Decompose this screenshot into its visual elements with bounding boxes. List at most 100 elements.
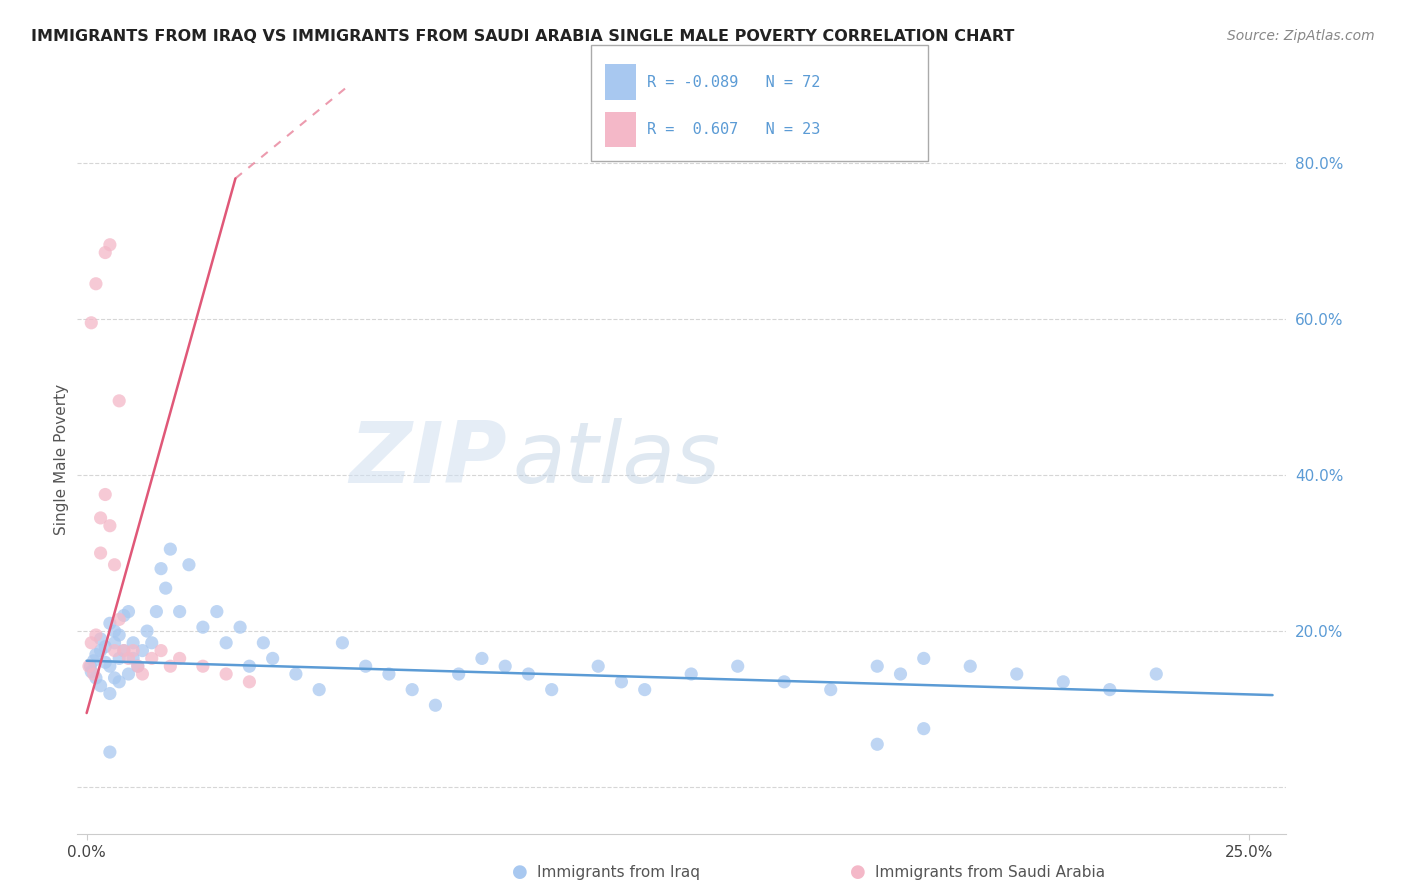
Text: R =  0.607   N = 23: R = 0.607 N = 23 (647, 122, 820, 136)
Point (866, 659, 889, 673)
Text: atlas: atlas (513, 417, 721, 501)
Point (94, 655, 117, 669)
Point (332, 636, 354, 650)
Point (131, 667, 153, 681)
Point (169, 605, 191, 619)
Point (229, 620, 252, 634)
Point (262, 651, 284, 665)
Point (98, 687, 121, 701)
Point (866, 737, 889, 751)
Point (108, 393, 131, 408)
Text: Immigrants from Iraq: Immigrants from Iraq (537, 865, 700, 880)
Y-axis label: Single Male Poverty: Single Male Poverty (53, 384, 69, 535)
Point (773, 674, 796, 689)
Point (634, 682, 657, 697)
Point (540, 682, 562, 697)
Point (141, 651, 163, 665)
Point (252, 636, 274, 650)
Point (169, 651, 191, 665)
Point (90, 511, 112, 525)
Point (80, 316, 103, 330)
Point (127, 659, 149, 673)
Point (889, 667, 911, 681)
Point (103, 671, 125, 685)
Point (141, 636, 163, 650)
Point (103, 624, 125, 639)
Point (117, 667, 139, 681)
Point (378, 667, 401, 681)
Point (117, 651, 139, 665)
Point (90, 632, 112, 646)
Point (308, 682, 330, 697)
Point (108, 628, 131, 642)
Point (191, 620, 214, 634)
Point (727, 659, 749, 673)
Point (84, 277, 107, 291)
Point (84, 671, 107, 685)
Point (98, 616, 121, 631)
Text: ZIP: ZIP (349, 417, 506, 501)
Point (586, 659, 609, 673)
Point (159, 542, 181, 557)
Point (150, 562, 173, 576)
Point (90, 643, 112, 657)
Point (205, 605, 228, 619)
Point (912, 651, 935, 665)
Point (447, 667, 470, 681)
Point (1144, 667, 1167, 681)
Point (959, 659, 981, 673)
Point (284, 667, 307, 681)
Point (103, 558, 125, 572)
Text: ●: ● (512, 863, 529, 881)
Point (112, 608, 135, 623)
Point (1098, 682, 1121, 697)
Point (610, 674, 633, 689)
Point (471, 651, 494, 665)
Point (177, 558, 200, 572)
Point (1052, 674, 1074, 689)
Point (94, 640, 117, 654)
Point (112, 643, 135, 657)
Point (84, 628, 107, 642)
Point (77, 659, 100, 673)
Point (83, 654, 105, 668)
Point (145, 605, 167, 619)
Point (215, 667, 238, 681)
Point (425, 698, 447, 713)
Point (98, 659, 121, 673)
Point (238, 659, 260, 673)
Point (127, 659, 149, 673)
Point (98, 237, 121, 252)
Point (820, 682, 842, 697)
Text: Source: ZipAtlas.com: Source: ZipAtlas.com (1227, 29, 1375, 43)
Point (136, 624, 159, 639)
Point (108, 651, 131, 665)
Point (83, 667, 105, 681)
Point (215, 636, 238, 650)
Point (80, 636, 103, 650)
Point (122, 643, 145, 657)
Point (84, 648, 107, 662)
Point (98, 745, 121, 759)
Point (238, 674, 260, 689)
Point (90, 546, 112, 560)
Point (401, 682, 423, 697)
Point (112, 643, 135, 657)
Point (159, 659, 181, 673)
Point (122, 636, 145, 650)
Point (108, 612, 131, 626)
Point (131, 643, 153, 657)
Point (80, 665, 103, 679)
Point (191, 659, 214, 673)
Point (517, 667, 540, 681)
Point (108, 674, 131, 689)
Text: ●: ● (849, 863, 866, 881)
Point (155, 581, 177, 595)
Point (79, 659, 101, 673)
Text: R = -0.089   N = 72: R = -0.089 N = 72 (647, 75, 820, 89)
Point (90, 679, 112, 693)
Point (681, 667, 703, 681)
Point (122, 651, 145, 665)
Text: Immigrants from Saudi Arabia: Immigrants from Saudi Arabia (875, 865, 1105, 880)
Point (494, 659, 516, 673)
